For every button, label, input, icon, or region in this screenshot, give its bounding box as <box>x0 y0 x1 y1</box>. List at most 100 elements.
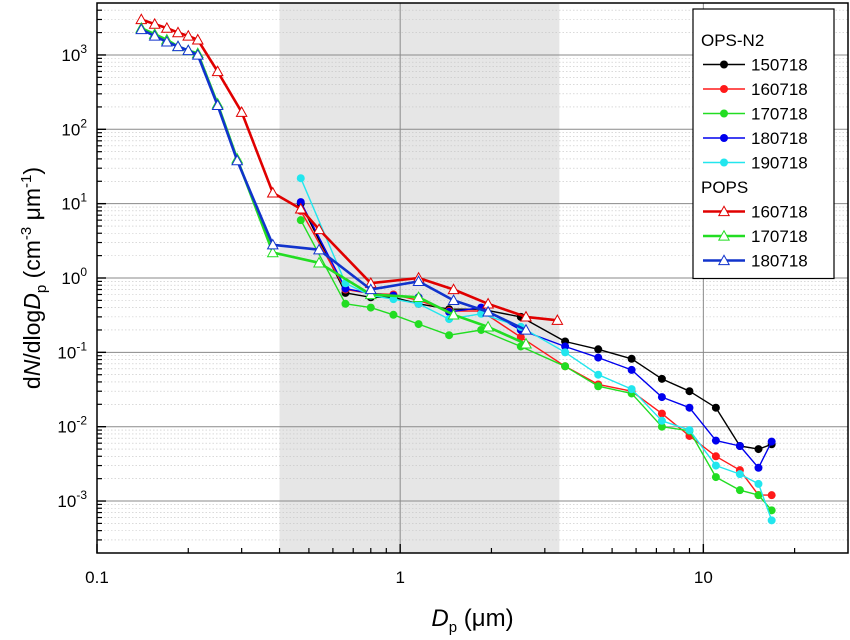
data-point <box>685 426 694 435</box>
legend-marker <box>720 134 728 142</box>
data-point <box>482 320 495 332</box>
data-point <box>148 29 161 41</box>
y-tick-label: 10-1 <box>57 339 87 362</box>
data-point <box>447 294 460 306</box>
data-point <box>711 452 720 461</box>
y-tick-label: 10-3 <box>57 488 87 511</box>
legend-marker <box>720 158 728 167</box>
legend-label: 170718 <box>751 227 808 246</box>
series-pops-160718 <box>135 13 564 325</box>
data-point <box>561 342 570 351</box>
legend-box <box>692 8 835 280</box>
data-point <box>171 26 185 38</box>
data-point <box>477 325 486 334</box>
data-point <box>191 33 204 45</box>
y-tick-label: 100 <box>61 265 87 288</box>
data-point <box>231 154 244 166</box>
data-point <box>235 105 248 117</box>
data-point <box>657 416 666 425</box>
data-point <box>627 385 636 394</box>
data-point <box>312 256 326 268</box>
data-point <box>657 393 666 402</box>
data-point <box>551 314 564 325</box>
x-tick-label: 0.1 <box>85 568 109 587</box>
legend-label: 150718 <box>751 56 808 75</box>
legend-entry: 150718 <box>703 56 808 75</box>
y-tick-label: 103 <box>61 42 87 65</box>
data-point <box>685 387 694 396</box>
legend-label: 160718 <box>751 80 808 99</box>
data-point <box>767 491 776 500</box>
legend-items: OPS-N2 150718 160718 170718 180718 190718POPS… <box>701 31 808 271</box>
data-point <box>182 29 195 41</box>
series-layer <box>135 13 776 525</box>
legend-group-title: POPS <box>701 178 748 197</box>
x-tick-label: 10 <box>694 568 713 587</box>
x-axis-label: Dp (μm) <box>431 605 513 636</box>
data-point <box>135 23 148 35</box>
data-point <box>296 174 305 183</box>
data-point <box>294 202 307 214</box>
legend: OPS-N2 150718 160718 170718 180718 190718POPS… <box>692 8 835 280</box>
data-point <box>735 441 744 450</box>
data-point <box>366 303 375 312</box>
legend-marker <box>720 85 728 93</box>
data-point <box>412 275 425 287</box>
legend-entry: 160718 <box>703 203 808 222</box>
data-point <box>594 370 603 379</box>
data-point <box>735 486 744 495</box>
legend-label: 170718 <box>751 105 808 124</box>
data-point <box>711 403 720 412</box>
legend-label: 180718 <box>751 252 808 271</box>
data-point <box>657 422 666 431</box>
data-point <box>711 473 720 482</box>
legend-marker <box>717 205 731 217</box>
y-tick-label: 10-2 <box>57 414 87 437</box>
data-point <box>312 243 326 255</box>
legend-entry: 180718 <box>703 129 808 148</box>
data-point <box>447 308 460 320</box>
legend-label: 160718 <box>751 203 808 222</box>
legend-entry: 170718 <box>703 227 808 246</box>
data-point <box>711 461 720 470</box>
data-point <box>191 48 204 60</box>
data-point <box>266 238 279 250</box>
data-point <box>516 333 525 342</box>
data-point <box>767 506 776 515</box>
data-point <box>754 491 763 500</box>
data-point <box>266 186 279 198</box>
legend-marker <box>720 60 728 69</box>
axis-layer: 0.1 1 10 10-3 10-2 10-1 100 101 102 103 <box>57 9 796 587</box>
data-point <box>594 345 603 354</box>
data-point <box>182 44 195 56</box>
legend-label: 190718 <box>751 154 808 173</box>
data-point <box>627 365 636 374</box>
x-tick-label: 1 <box>395 568 404 587</box>
data-point <box>711 436 720 445</box>
data-point <box>657 374 666 383</box>
data-point <box>627 354 636 363</box>
data-point <box>561 362 570 371</box>
data-point <box>160 35 173 47</box>
data-point <box>312 223 326 235</box>
data-point <box>754 463 763 472</box>
data-point <box>657 409 666 418</box>
data-point <box>519 337 533 349</box>
data-point <box>767 437 776 446</box>
data-point <box>561 348 570 357</box>
data-point <box>296 198 305 207</box>
legend-marker <box>720 109 728 118</box>
data-point <box>266 246 279 258</box>
data-point <box>412 291 425 302</box>
data-point <box>685 403 694 412</box>
data-point <box>364 283 377 295</box>
data-point <box>171 40 185 52</box>
series-pops-180718 <box>135 23 533 335</box>
series-ops-n2-170718 <box>296 216 776 515</box>
y-axis-label: dN/dlogDp (cm-3 μm-1) <box>18 167 50 389</box>
data-point <box>211 99 224 111</box>
data-point <box>519 323 533 335</box>
data-point <box>594 382 603 391</box>
legend-label: 180718 <box>751 129 808 148</box>
data-point <box>754 479 763 488</box>
